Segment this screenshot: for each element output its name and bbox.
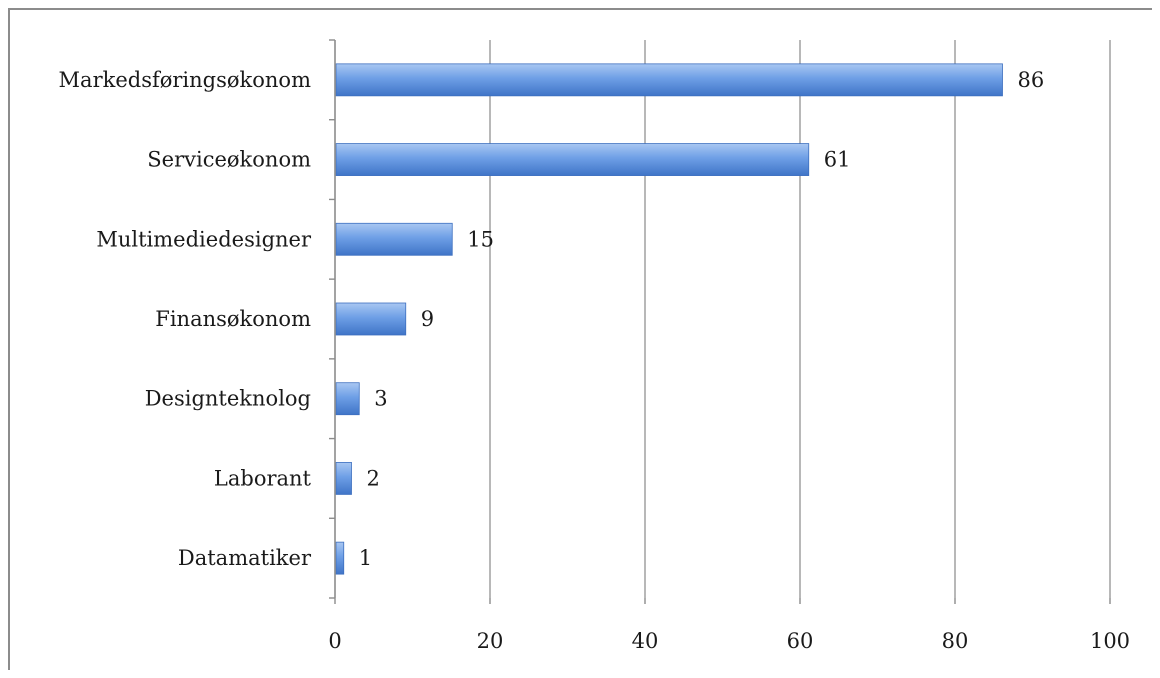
x-tick-labels: 0 20 40 60 80 100 — [328, 629, 1130, 653]
category-label: Designteknolog — [145, 387, 311, 411]
x-tick-label: 0 — [328, 629, 341, 653]
gridlines — [489, 40, 1111, 598]
data-label: 2 — [367, 466, 380, 490]
x-tick-label: 40 — [632, 629, 659, 653]
chart-frame — [8, 8, 1152, 670]
category-label: Serviceøkonom — [147, 148, 311, 172]
bar — [335, 541, 345, 575]
bar — [335, 462, 352, 495]
x-tick-label: 60 — [787, 629, 814, 653]
category-label: Finansøkonom — [155, 307, 311, 331]
data-label: 1 — [359, 546, 372, 570]
x-tick-label: 20 — [477, 629, 504, 653]
bar — [335, 222, 453, 256]
axes — [329, 39, 1111, 604]
category-label: Datamatiker — [178, 546, 312, 570]
category-label: Markedsføringsøkonom — [59, 68, 312, 92]
bars — [335, 63, 1003, 575]
bar — [335, 63, 1003, 97]
bar — [335, 382, 360, 416]
category-label: Multimediedesigner — [96, 227, 312, 251]
data-label: 3 — [374, 387, 387, 411]
data-label: 9 — [421, 307, 434, 331]
x-tick-label: 80 — [942, 629, 969, 653]
bar — [335, 302, 407, 336]
data-label: 15 — [467, 227, 494, 251]
category-label: Laborant — [214, 466, 312, 490]
category-labels: Markedsføringsøkonom Serviceøkonom Multime… — [59, 68, 312, 570]
data-labels: 86 61 15 9 3 2 1 — [359, 68, 1044, 570]
data-label: 61 — [824, 148, 851, 172]
x-tick-label: 100 — [1090, 629, 1130, 653]
bar — [335, 143, 810, 176]
data-label: 86 — [1018, 68, 1045, 92]
